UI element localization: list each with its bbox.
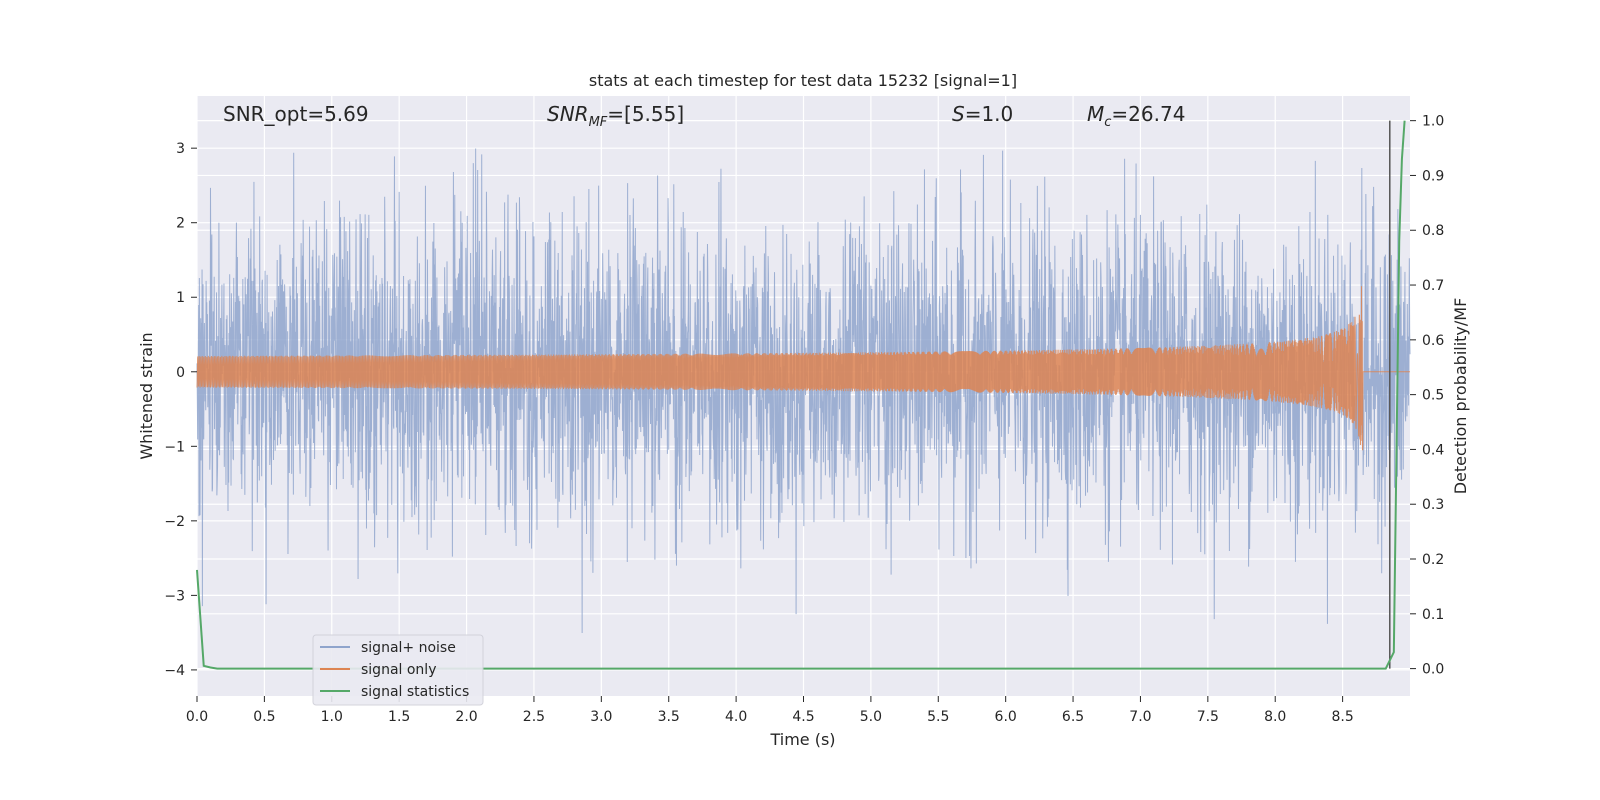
y2-tick-label: 0.5 <box>1422 388 1444 404</box>
y2-tick-label: 0.3 <box>1422 497 1444 513</box>
x-tick-label: 2.0 <box>455 709 477 725</box>
x-tick-label: 6.5 <box>1062 709 1084 725</box>
legend: signal+ noise signal only signal statist… <box>312 634 484 706</box>
mc-annotation: Mc=26.74 <box>1087 102 1185 130</box>
x-tick-label: 3.0 <box>590 709 612 725</box>
chart-title: stats at each timestep for test data 152… <box>589 71 1017 90</box>
s-annotation: S=1.0 <box>952 102 1013 126</box>
y-tick-label: 1 <box>176 290 185 306</box>
y-tick-label: −3 <box>164 588 185 604</box>
snr-mf-annotation: SNRMF=[5.55] <box>547 102 684 130</box>
y2-tick-label: 1.0 <box>1422 114 1444 130</box>
y2-tick-label: 0.1 <box>1422 607 1444 623</box>
y2-tick-label: 0.4 <box>1422 442 1444 458</box>
x-tick-label: 0.5 <box>253 709 275 725</box>
y-tick-label: 0 <box>176 365 185 381</box>
plot-lines <box>196 120 1411 670</box>
y2-tick-label: 0.9 <box>1422 168 1444 184</box>
x-tick-label: 1.5 <box>388 709 410 725</box>
x-tick-label: 6.0 <box>995 709 1017 725</box>
y-tick-label: 2 <box>176 216 185 232</box>
y-tick-label: −1 <box>164 439 185 455</box>
x-tick-label: 4.0 <box>725 709 747 725</box>
x-axis-label: Time (s) <box>769 730 835 749</box>
snr-opt-annotation: SNR_opt=5.69 <box>223 102 369 126</box>
x-tick-label: 2.5 <box>523 709 545 725</box>
x-tick-label: 4.5 <box>792 709 814 725</box>
y-tick-label: −4 <box>164 663 185 679</box>
x-tick-label: 1.0 <box>321 709 343 725</box>
x-tick-label: 7.0 <box>1129 709 1151 725</box>
x-tick-label: 0.0 <box>186 709 208 725</box>
x-tick-label: 7.5 <box>1197 709 1219 725</box>
y2-tick-label: 0.8 <box>1422 223 1444 239</box>
y-tick-label: −2 <box>164 514 185 530</box>
legend-box <box>312 634 484 706</box>
x-tick-label: 3.5 <box>658 709 680 725</box>
series-signal-only <box>196 286 1410 451</box>
legend-label-signal-statistics: signal statistics <box>361 684 469 700</box>
series-signal-statistics <box>196 120 1406 670</box>
legend-label-signal-noise: signal+ noise <box>361 640 456 656</box>
x-tick-label: 8.0 <box>1264 709 1286 725</box>
x-tick-label: 5.0 <box>860 709 882 725</box>
y2-tick-label: 0.0 <box>1422 662 1444 678</box>
y-tick-label: 3 <box>176 141 185 157</box>
x-tick-label: 5.5 <box>927 709 949 725</box>
y-axis-label: Whitened strain <box>137 332 156 459</box>
ticks: 0.0 0.5 1.0 1.5 2.0 2.5 3.0 3.5 4.0 4.5 5.0 5.5 6.0 6… <box>164 114 1444 725</box>
y2-tick-label: 0.6 <box>1422 333 1444 349</box>
y2-tick-label: 0.2 <box>1422 552 1444 568</box>
x-tick-label: 8.5 <box>1331 709 1353 725</box>
y2-axis-label: Detection probability/MF <box>1451 298 1470 495</box>
y2-tick-label: 0.7 <box>1422 278 1444 294</box>
legend-label-signal-only: signal only <box>361 662 436 678</box>
